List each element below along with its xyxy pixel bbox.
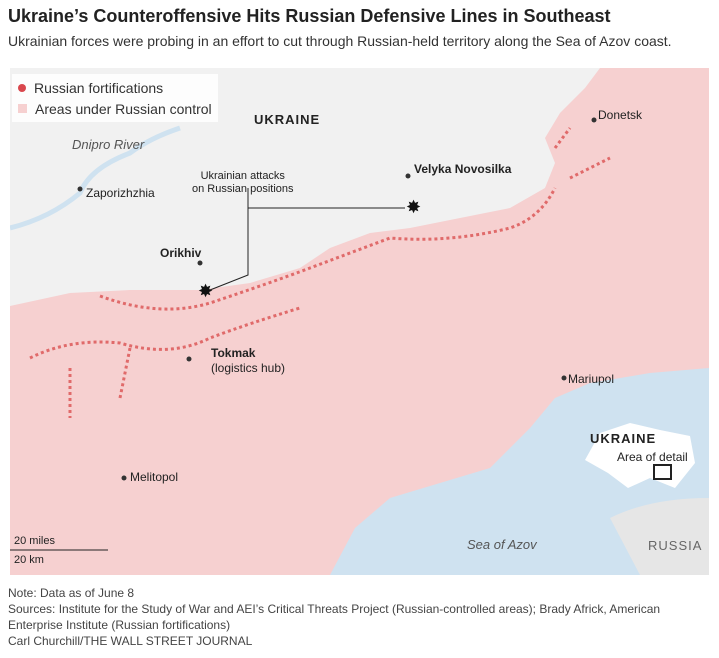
label-tokmak-note: (logistics hub) bbox=[211, 361, 286, 375]
label-melitopol: Melitopol bbox=[130, 470, 179, 484]
credit: Carl Churchill/THE WALL STREET JOURNAL bbox=[8, 634, 253, 648]
velyka-novosilka-dot bbox=[405, 173, 411, 179]
tokmak-dot bbox=[186, 356, 192, 362]
label-ukraine: UKRAINE bbox=[254, 112, 321, 127]
label-velyka-novosilka: Velyka Novosilka bbox=[414, 162, 512, 176]
label-inset-ukraine: UKRAINE bbox=[590, 431, 657, 446]
explosion-icon-orikhiv: ✸ bbox=[198, 281, 213, 301]
explosion-icon-velyka: ✸ bbox=[406, 197, 421, 217]
chart-title: Ukraine’s Counteroffensive Hits Russian … bbox=[8, 6, 611, 26]
attack-leader-lines bbox=[209, 188, 405, 291]
label-mariupol: Mariupol bbox=[568, 372, 615, 386]
label-orikhiv: Orikhiv bbox=[160, 246, 202, 260]
dnipro-river bbox=[10, 125, 181, 231]
label-donetsk: Donetsk bbox=[598, 108, 643, 122]
label-russia: RUSSIA bbox=[648, 538, 703, 553]
legend-fortifications: Russian fortifications bbox=[18, 77, 212, 98]
donetsk-dot bbox=[591, 117, 597, 123]
russia-inset-land bbox=[610, 498, 709, 575]
chart-subtitle: Ukrainian forces were probing in an effo… bbox=[8, 33, 672, 49]
orikhiv-dot bbox=[197, 260, 203, 266]
label-attacks: Ukrainian attacks on Russian positions bbox=[192, 170, 294, 195]
label-area-of-detail: Area of detail bbox=[617, 450, 688, 464]
legend: Russian fortifications Areas under Russi… bbox=[12, 74, 218, 122]
area-of-detail-box bbox=[653, 464, 672, 480]
notes: Note: Data as of June 8 Sources: Institu… bbox=[8, 585, 713, 649]
sources: Sources: Institute for the Study of War … bbox=[8, 602, 661, 632]
fortification-swatch bbox=[18, 83, 26, 92]
note: Note: Data as of June 8 bbox=[8, 586, 135, 600]
zaporizhzhia-dot bbox=[77, 186, 83, 192]
melitopol-dot bbox=[121, 475, 127, 481]
mariupol-dot bbox=[561, 375, 567, 381]
city-markers bbox=[77, 117, 597, 481]
label-dnipro: Dnipro River bbox=[72, 137, 145, 152]
label-tokmak: Tokmak bbox=[211, 346, 256, 360]
label-zaporizhzhia: Zaporizhzhia bbox=[86, 186, 155, 200]
inset-ukraine-map bbox=[585, 423, 695, 488]
map: ✸ ✸ bbox=[10, 68, 709, 575]
fortification-lines bbox=[29, 127, 611, 418]
control-swatch bbox=[18, 104, 27, 113]
label-sea-of-azov: Sea of Azov bbox=[467, 537, 537, 552]
scale-km: 20 km bbox=[14, 554, 44, 566]
legend-control: Areas under Russian control bbox=[18, 98, 212, 119]
scale-miles: 20 miles bbox=[14, 535, 55, 547]
